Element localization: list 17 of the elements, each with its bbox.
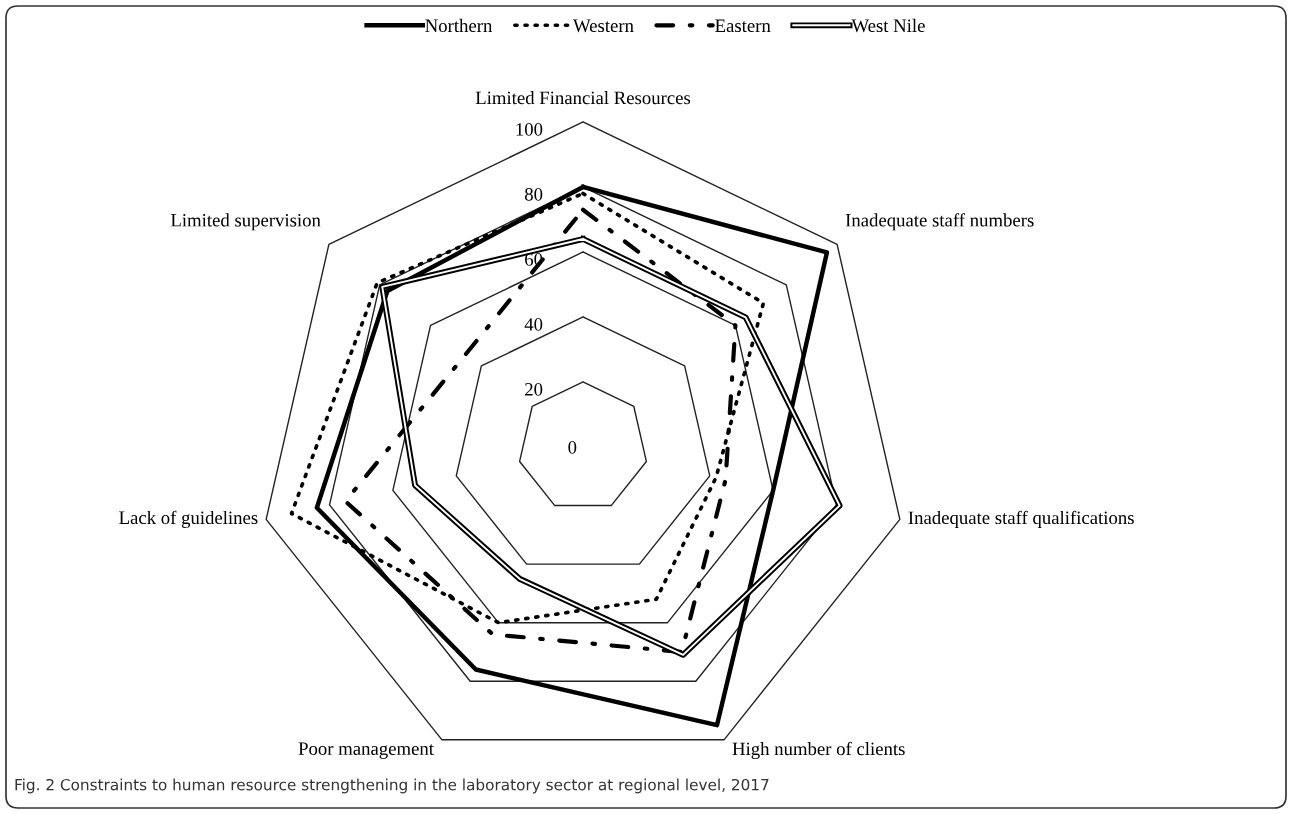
y-tick-label: 40 <box>524 318 543 331</box>
legend-label: Northern <box>425 18 493 33</box>
caption: Fig. 2 Constraints to human resource strengthening in the laboratory sector at regional level, 2017 <box>15 778 769 794</box>
y-tick-label: 0 <box>568 441 577 454</box>
spoke-label: Inadequate staff qualifications <box>908 510 1134 528</box>
y-tick-label: 80 <box>524 188 543 201</box>
spoke-label: Poor management <box>298 742 434 759</box>
spoke-label: High number of clients <box>732 741 905 760</box>
y-tick-label: 100 <box>516 123 543 136</box>
spoke-label: Limited Financial Resources <box>475 91 691 105</box>
legend-label: West Nile <box>851 18 925 33</box>
spoke-label: Lack of guidelines <box>119 510 258 528</box>
legend-label: Eastern <box>715 19 771 33</box>
y-tick-label: 20 <box>525 383 543 396</box>
spoke-label: Inadequate staff numbers <box>845 213 1034 231</box>
spoke-label: Limited supervision <box>170 213 321 231</box>
legend-label: Western <box>573 19 634 33</box>
